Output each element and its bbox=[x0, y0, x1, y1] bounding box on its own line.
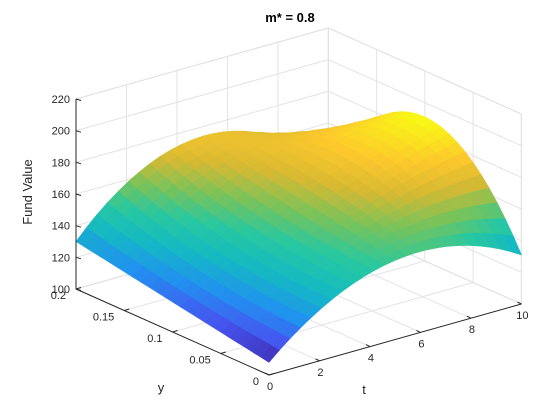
z-gridline bbox=[75, 59, 329, 132]
z-tick-label: 180 bbox=[52, 157, 70, 169]
y-tick bbox=[172, 330, 178, 333]
t-tick-label: 2 bbox=[317, 367, 323, 379]
t-tick-label: 0 bbox=[267, 381, 273, 393]
tick-labels: 024681000.050.10.150.2100120140160180200… bbox=[51, 94, 529, 393]
z-tick bbox=[75, 256, 82, 260]
z-gridline bbox=[75, 27, 329, 100]
z-tick-label: 120 bbox=[52, 252, 70, 264]
chart-title: m* = 0.8 bbox=[265, 10, 315, 25]
z-tick bbox=[75, 98, 82, 101]
x-axis-label: t bbox=[362, 382, 366, 397]
t-tick-label: 10 bbox=[516, 310, 528, 322]
y-axis-label: y bbox=[158, 380, 165, 395]
y-tick-label: 0.05 bbox=[189, 355, 210, 367]
axes bbox=[75, 98, 522, 376]
z-tick bbox=[75, 130, 82, 133]
t-tick bbox=[517, 301, 522, 305]
t-tick bbox=[315, 358, 320, 362]
z-tick bbox=[75, 161, 82, 165]
y-tick bbox=[268, 373, 275, 376]
z-axis-label: Fund Value bbox=[20, 159, 35, 225]
t-tick-label: 4 bbox=[368, 353, 374, 365]
z-tick bbox=[75, 288, 82, 291]
y-tick bbox=[124, 308, 130, 311]
z-tick bbox=[75, 225, 82, 228]
z-tick-label: 160 bbox=[52, 189, 70, 201]
t-tick bbox=[416, 329, 421, 333]
surface-patch bbox=[260, 345, 280, 363]
z-tick-label: 220 bbox=[52, 94, 70, 106]
z-tick-label: 140 bbox=[52, 221, 70, 233]
y-tick-label: 0 bbox=[253, 376, 259, 388]
z-tick-label: 200 bbox=[52, 126, 70, 138]
y-tick-label: 0.1 bbox=[147, 333, 162, 345]
t-tick bbox=[365, 344, 371, 348]
t-axis-line bbox=[268, 303, 522, 376]
t-tick-label: 6 bbox=[418, 338, 424, 350]
t-tick-label: 8 bbox=[469, 324, 475, 336]
t-tick bbox=[264, 372, 270, 376]
y-tick-label: 0.15 bbox=[93, 312, 114, 324]
t-tick bbox=[466, 315, 472, 319]
z-gridline bbox=[75, 90, 329, 163]
surface bbox=[75, 111, 522, 363]
y-tick bbox=[220, 351, 226, 354]
z-tick-label: 100 bbox=[52, 284, 70, 296]
z-tick bbox=[75, 193, 82, 196]
y-tick-label: 0.2 bbox=[51, 290, 66, 302]
